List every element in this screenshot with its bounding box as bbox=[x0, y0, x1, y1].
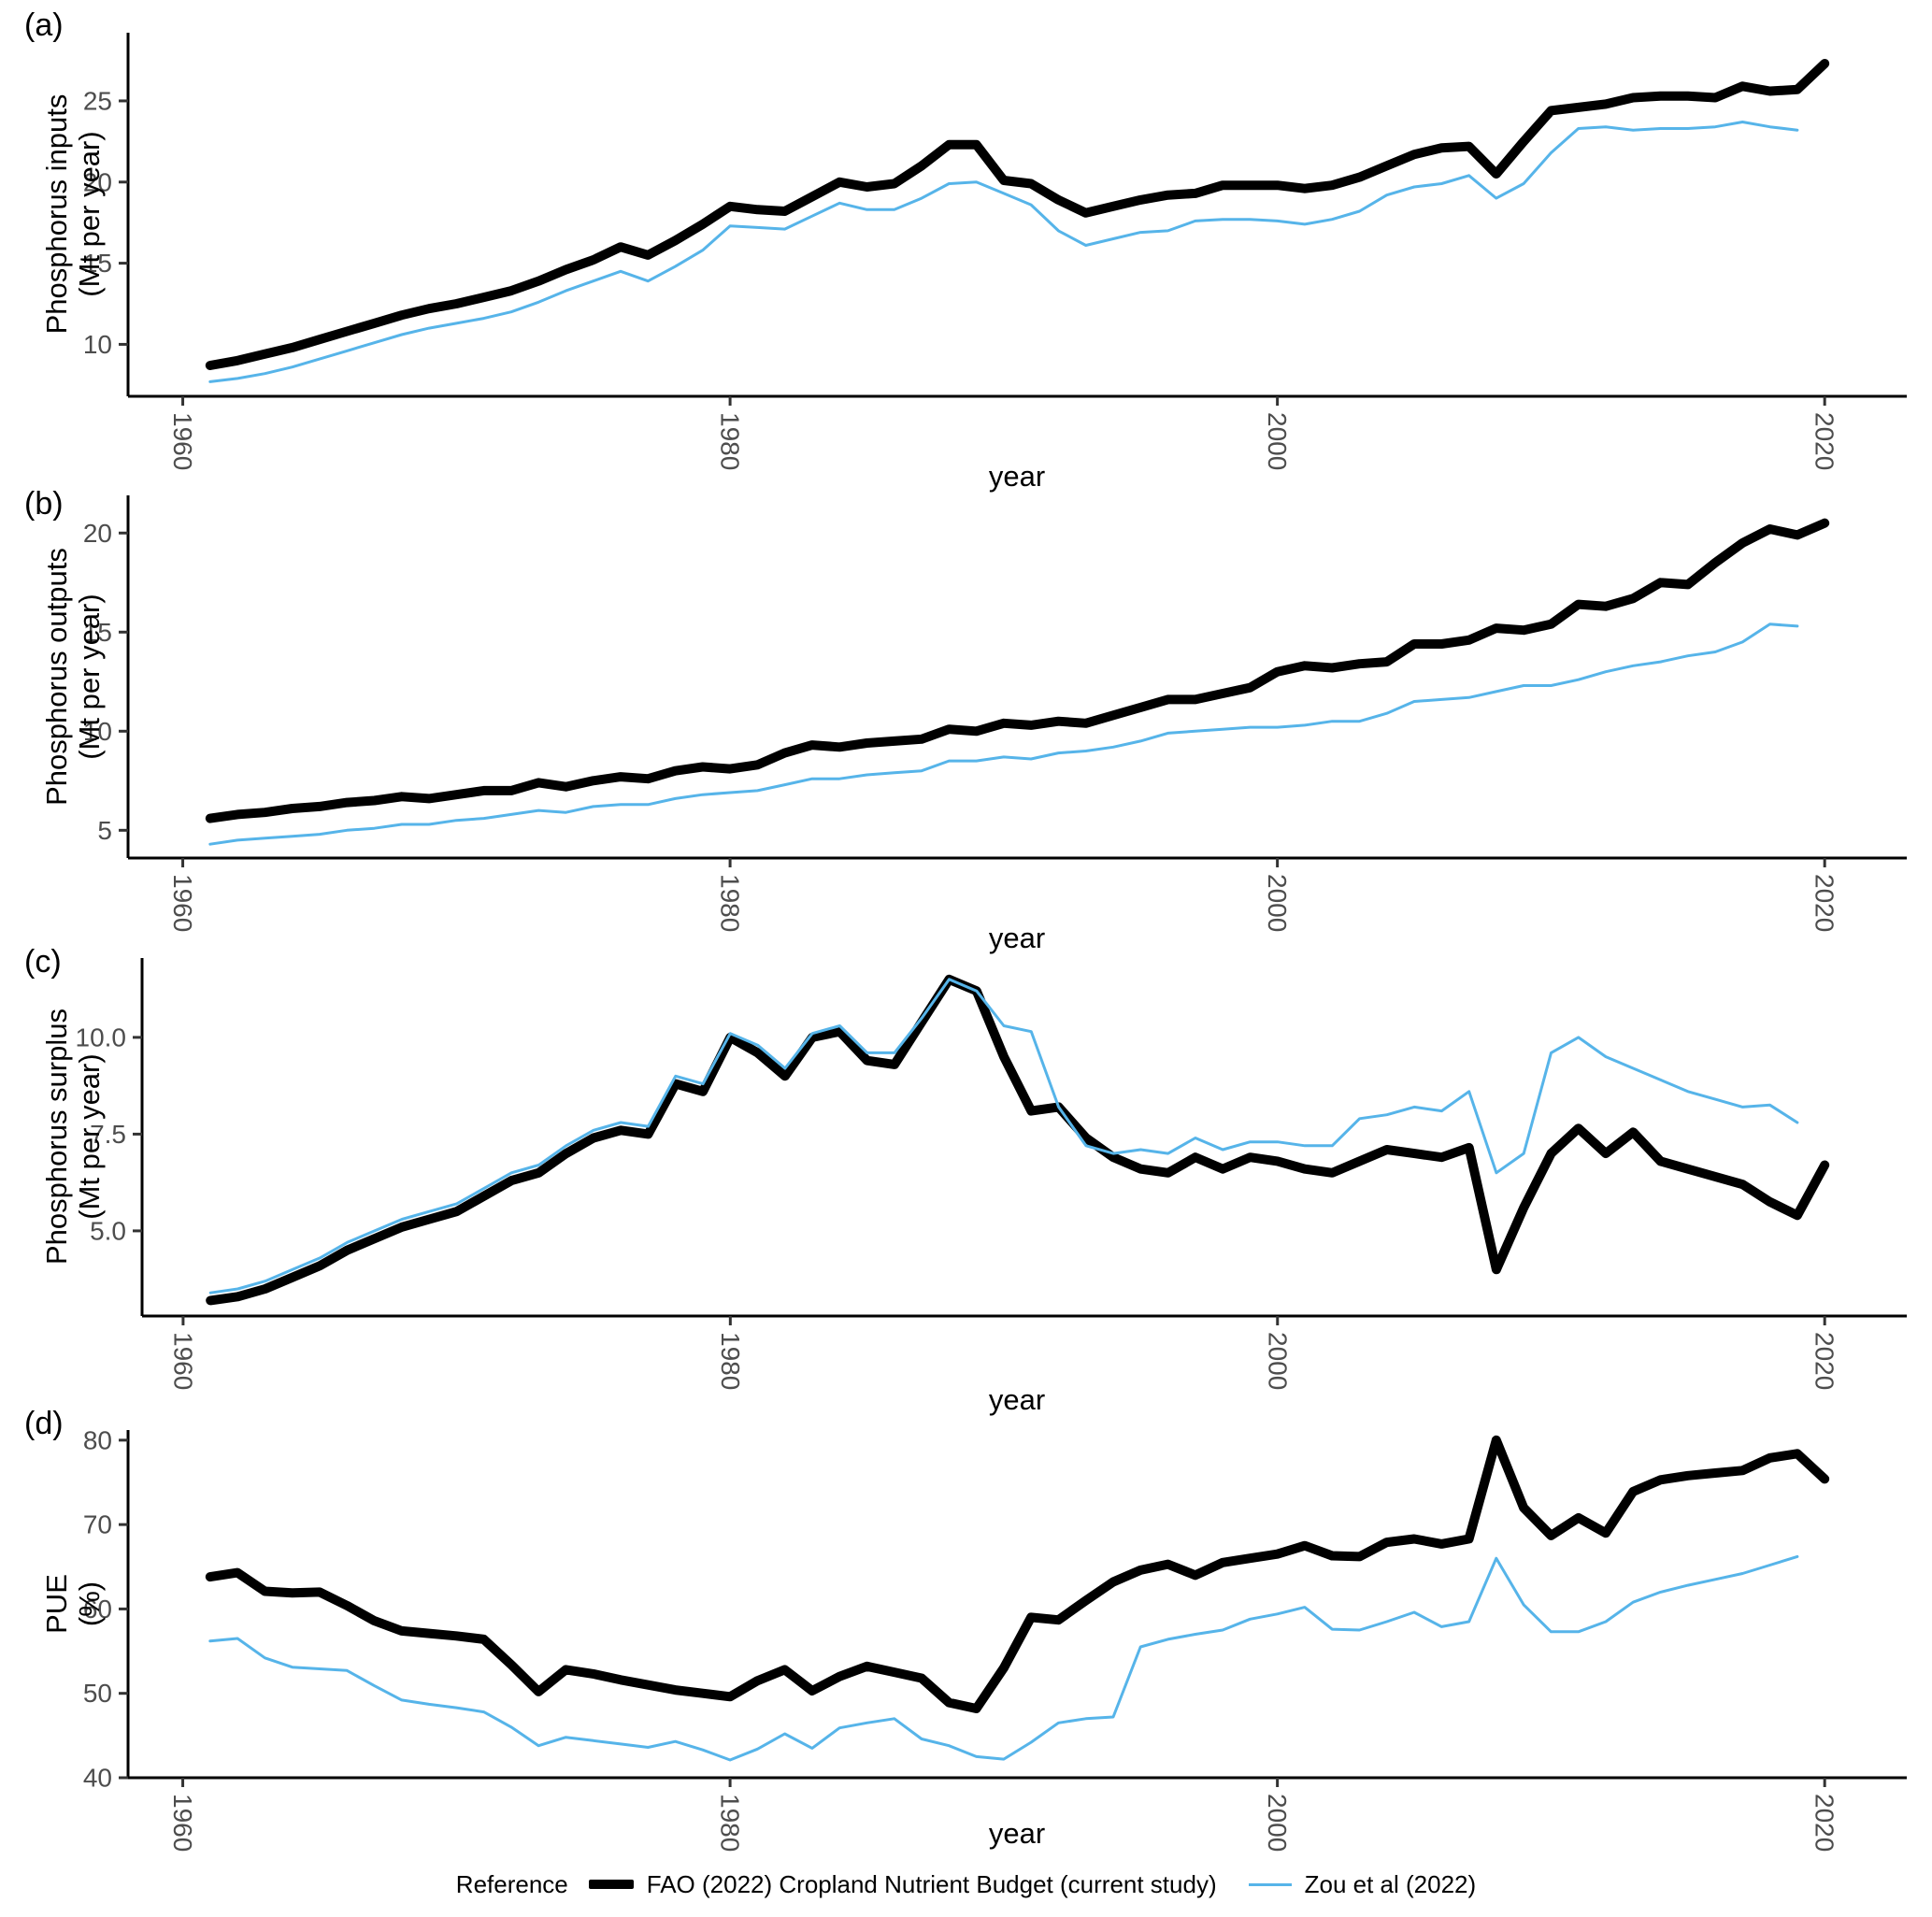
x-tick-label: 1960 bbox=[168, 1794, 197, 1852]
panel-c: 5.0 7.5 10.0 1960 1980 2000 2020 bbox=[76, 958, 1907, 1390]
panel-b-y-axis-title-line2: (Mt per year) bbox=[73, 594, 107, 760]
y-tick-label: 10 bbox=[83, 330, 112, 359]
y-tick-label: 60 bbox=[83, 1595, 112, 1624]
series-zou-line bbox=[208, 978, 1799, 1295]
panel-a: 10 15 20 25 1960 1980 2000 2020 bbox=[83, 33, 1907, 470]
y-tick-label: 20 bbox=[83, 167, 112, 196]
x-tick-label: 2000 bbox=[1263, 1332, 1292, 1390]
x-tick-label: 1980 bbox=[716, 1794, 745, 1852]
series-fao-line bbox=[206, 974, 1830, 1306]
panel-a-x-axis-title: year bbox=[988, 460, 1046, 493]
series-fao-line bbox=[205, 59, 1830, 370]
legend-fao-line-swatch bbox=[588, 1880, 634, 1889]
legend-zou-label: Zou et al (2022) bbox=[1304, 1869, 1477, 1898]
y-tick-label: 15 bbox=[83, 249, 112, 278]
y-tick-label: 50 bbox=[83, 1679, 112, 1708]
y-tick-label: 20 bbox=[83, 519, 112, 548]
panel-d-y-axis-title-line1: PUE bbox=[40, 1574, 73, 1634]
y-tick-label: 15 bbox=[83, 618, 112, 647]
panel-b-tag: (b) bbox=[24, 486, 64, 522]
x-tick-label: 1980 bbox=[716, 1332, 745, 1390]
panel-d-x-axis-title: year bbox=[988, 1817, 1046, 1850]
y-tick-label: 10.0 bbox=[76, 1023, 127, 1051]
x-tick-label: 2020 bbox=[1810, 1332, 1839, 1390]
x-tick-label: 2000 bbox=[1263, 1794, 1292, 1852]
panel-d-y-axis-title-line2: (%) bbox=[73, 1581, 107, 1627]
series-fao-line bbox=[205, 1435, 1830, 1713]
panel-a-y-axis-title-line1: Phosphorus inputs bbox=[40, 93, 73, 335]
y-tick-label: 70 bbox=[83, 1510, 112, 1539]
panel-d: 40 50 60 70 80 1960 1980 2000 2020 bbox=[83, 1425, 1907, 1852]
legend-zou-line-swatch bbox=[1248, 1882, 1292, 1886]
panel-c-y-axis-title-line2: (Mt per year) bbox=[73, 1053, 107, 1220]
x-tick-label: 2020 bbox=[1810, 1794, 1839, 1852]
panel-d-tag: (d) bbox=[24, 1406, 64, 1441]
panel-c-x-axis-title: year bbox=[988, 1383, 1046, 1416]
panel-b-y-axis-title: Phosphorus outputs (Mt per year) bbox=[40, 513, 109, 840]
series-zou-line bbox=[208, 1554, 1799, 1762]
x-tick-label: 1960 bbox=[168, 412, 197, 470]
panel-d-y-axis-title: PUE (%) bbox=[40, 1440, 109, 1767]
y-tick-label: 10 bbox=[83, 717, 112, 746]
panel-b-y-axis-title-line1: Phosphorus outputs bbox=[40, 548, 73, 806]
y-tick-label: 40 bbox=[83, 1764, 112, 1793]
panel-c-tag: (c) bbox=[24, 944, 62, 980]
legend-title: Reference bbox=[455, 1869, 568, 1898]
panel-a-y-axis-title: Phosphorus inputs (Mt per year) bbox=[40, 50, 109, 378]
y-tick-label: 5 bbox=[97, 816, 112, 845]
panel-b: 5 10 15 20 1960 1980 2000 2020 bbox=[83, 495, 1907, 932]
series-fao-line bbox=[205, 518, 1830, 823]
y-tick-label: 5.0 bbox=[90, 1216, 126, 1245]
panel-c-y-axis-title: Phosphorus surplus (Mt per year) bbox=[40, 973, 109, 1300]
legend-fao-label: FAO (2022) Cropland Nutrient Budget (cur… bbox=[646, 1869, 1217, 1898]
panel-a-y-axis-title-line2: (Mt per year) bbox=[73, 131, 107, 297]
x-tick-label: 1980 bbox=[716, 412, 745, 470]
series-zou-line bbox=[208, 622, 1799, 846]
y-tick-label: 80 bbox=[83, 1425, 112, 1454]
panel-c-y-axis-title-line1: Phosphorus surplus bbox=[40, 1009, 73, 1265]
x-tick-label: 2020 bbox=[1810, 412, 1839, 470]
y-tick-label: 7.5 bbox=[90, 1120, 126, 1149]
y-tick-label: 25 bbox=[83, 86, 112, 115]
x-tick-label: 1980 bbox=[716, 874, 745, 932]
x-tick-label: 1960 bbox=[168, 1332, 197, 1390]
x-tick-label: 2000 bbox=[1263, 412, 1292, 470]
panel-a-tag: (a) bbox=[24, 7, 64, 43]
x-tick-label: 1960 bbox=[168, 874, 197, 932]
legend: Reference FAO (2022) Cropland Nutrient B… bbox=[0, 1863, 1932, 1906]
x-tick-label: 2020 bbox=[1810, 874, 1839, 932]
panel-b-x-axis-title: year bbox=[988, 922, 1046, 954]
x-tick-label: 2000 bbox=[1263, 874, 1292, 932]
series-zou-line bbox=[208, 121, 1799, 383]
